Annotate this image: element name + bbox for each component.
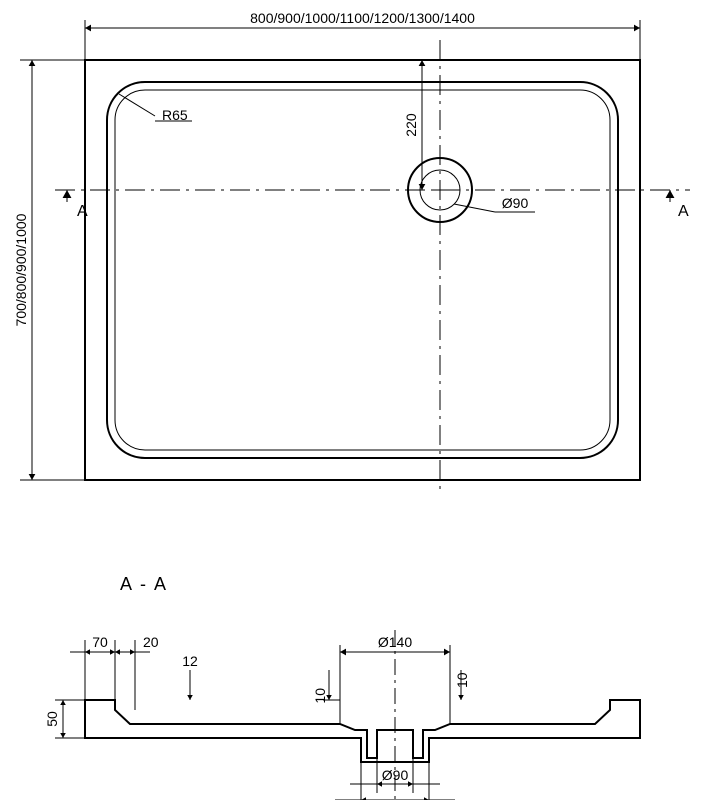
tray-inner-inner bbox=[115, 90, 610, 450]
svg-text:220: 220 bbox=[403, 113, 419, 137]
svg-text:Ø140: Ø140 bbox=[378, 634, 412, 650]
svg-text:700/800/900/1000: 700/800/900/1000 bbox=[13, 213, 29, 326]
svg-text:A: A bbox=[77, 203, 88, 220]
svg-text:A - A: A - A bbox=[120, 574, 168, 594]
tray-outer bbox=[85, 60, 640, 480]
svg-text:10: 10 bbox=[454, 672, 470, 688]
svg-text:Ø90: Ø90 bbox=[502, 195, 529, 211]
section-body bbox=[85, 700, 640, 762]
svg-text:10: 10 bbox=[312, 688, 328, 704]
svg-text:800/900/1000/1100/1200/1300/14: 800/900/1000/1100/1200/1300/1400 bbox=[250, 10, 475, 26]
svg-text:Ø90: Ø90 bbox=[382, 767, 409, 783]
svg-text:70: 70 bbox=[92, 634, 108, 650]
svg-text:50: 50 bbox=[44, 711, 60, 727]
svg-text:20: 20 bbox=[143, 634, 159, 650]
tray-inner-outer bbox=[107, 82, 618, 458]
svg-text:A: A bbox=[678, 203, 689, 220]
svg-text:12: 12 bbox=[182, 653, 198, 669]
